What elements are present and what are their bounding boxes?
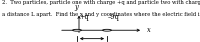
Text: –9q: –9q [108,13,120,21]
Circle shape [73,29,81,31]
Text: a distance L apart.  Find the x and y coordinates where the electric field is ze: a distance L apart. Find the x and y coo… [2,12,200,17]
Text: x: x [147,26,151,34]
Text: y: y [74,3,78,11]
Circle shape [103,29,111,31]
Text: 2.  Two particles, particle one with charge +q and particle two with charge –9q : 2. Two particles, particle one with char… [2,0,200,5]
Text: +q: +q [79,13,89,21]
